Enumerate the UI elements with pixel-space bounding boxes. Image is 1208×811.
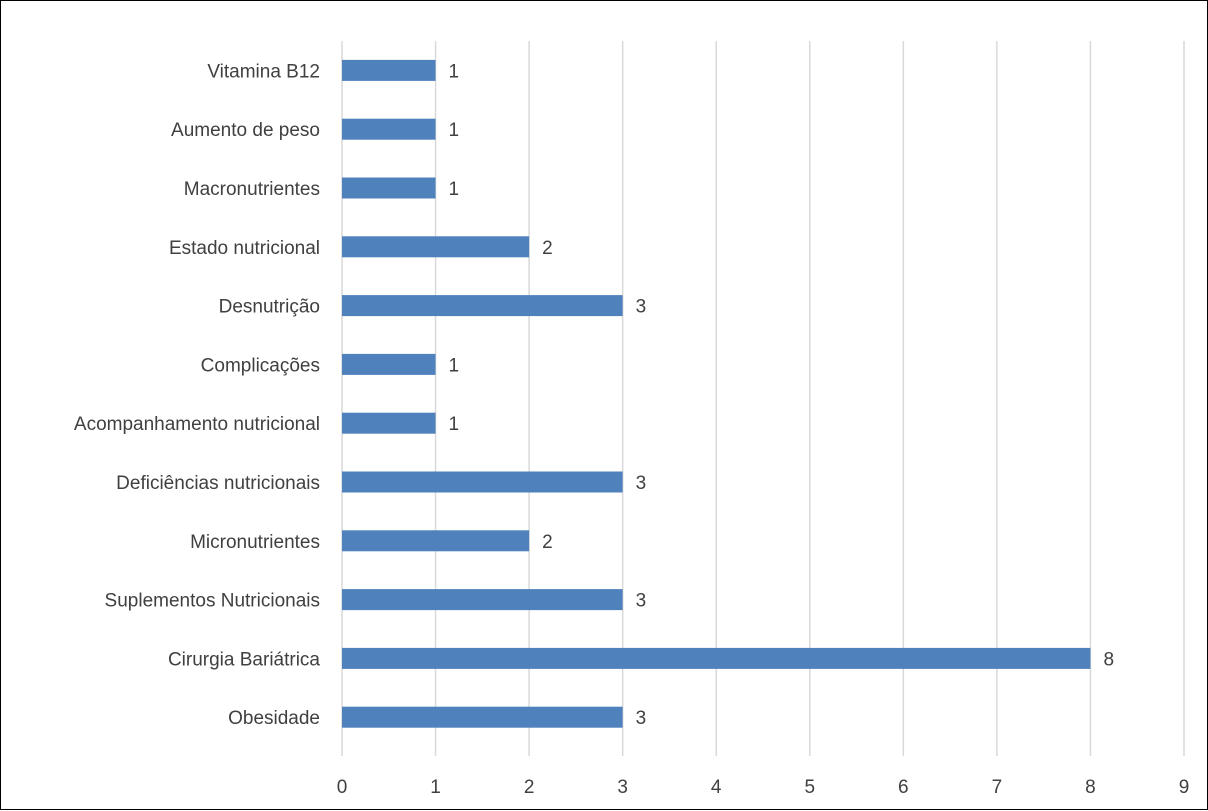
x-tick-label: 9 (1179, 777, 1190, 798)
category-label: Aumento de peso (171, 120, 320, 141)
bars (342, 59, 1091, 728)
x-tick-label: 0 (337, 777, 348, 798)
bar (342, 530, 530, 552)
category-label: Macronutrientes (184, 179, 320, 200)
category-label: Micronutrientes (190, 532, 320, 553)
category-label: Estado nutricional (169, 238, 320, 259)
x-tick-label: 7 (992, 777, 1003, 798)
bar (342, 412, 436, 434)
category-label: Cirurgia Bariátrica (168, 649, 320, 670)
category-label: Complicações (201, 355, 320, 376)
category-label: Deficiências nutricionais (116, 473, 320, 494)
data-label: 3 (636, 473, 647, 494)
category-label: Vitamina B12 (207, 61, 320, 82)
data-label: 8 (1103, 649, 1114, 670)
data-label: 3 (636, 708, 647, 729)
bar (342, 59, 436, 81)
bar (342, 295, 623, 317)
data-label: 1 (449, 355, 460, 376)
bar (342, 647, 1091, 669)
data-label: 3 (636, 591, 647, 612)
bar (342, 236, 530, 258)
data-label: 1 (449, 120, 460, 141)
category-label: Suplementos Nutricionais (105, 591, 320, 612)
category-label: Acompanhamento nutricional (74, 414, 320, 435)
gridlines (341, 41, 1185, 756)
data-label: 1 (449, 179, 460, 200)
data-label: 2 (542, 532, 553, 553)
x-tick-label: 2 (524, 777, 535, 798)
data-label: 1 (449, 414, 460, 435)
data-label: 2 (542, 238, 553, 259)
bar (342, 706, 623, 728)
bar (342, 471, 623, 493)
x-axis-tick-labels: 0 1 2 3 4 5 6 7 8 9 (337, 777, 1190, 798)
category-label: Obesidade (228, 708, 320, 729)
data-label: 1 (449, 61, 460, 82)
x-tick-label: 1 (430, 777, 441, 798)
category-label: Desnutrição (219, 297, 320, 318)
x-tick-label: 4 (711, 777, 722, 798)
data-labels: 3 8 3 2 3 1 1 3 2 1 1 1 (449, 61, 1114, 729)
x-tick-label: 3 (617, 777, 628, 798)
bar (342, 177, 436, 199)
x-tick-label: 6 (898, 777, 909, 798)
x-tick-label: 8 (1085, 777, 1096, 798)
bar (342, 589, 623, 611)
data-label: 3 (636, 297, 647, 318)
bar (342, 118, 436, 140)
category-labels: Obesidade Cirurgia Bariátrica Suplementos … (74, 61, 321, 729)
bar (342, 353, 436, 375)
x-tick-label: 5 (804, 777, 815, 798)
